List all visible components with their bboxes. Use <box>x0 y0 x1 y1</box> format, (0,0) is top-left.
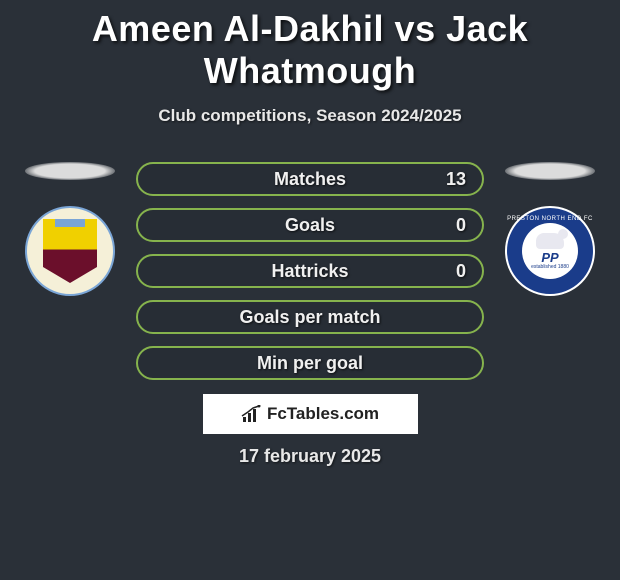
badge-top-text: PRESTON NORTH END FC <box>507 216 593 222</box>
team-right-col: PRESTON NORTH END FC PP established 1880 <box>490 162 610 296</box>
stat-bar-gpm: Goals per match <box>136 300 484 334</box>
team-left-col <box>10 162 130 296</box>
stat-label: Hattricks <box>271 261 348 282</box>
brand-box: FcTables.com <box>203 394 418 434</box>
team-left-badge <box>25 206 115 296</box>
stat-label: Goals <box>285 215 335 236</box>
page-title: Ameen Al-Dakhil vs Jack Whatmough <box>0 8 620 92</box>
lamb-icon <box>536 233 564 249</box>
stat-value-right: 13 <box>446 169 466 190</box>
stat-bar-mpg: Min per goal <box>136 346 484 380</box>
badge-inner-circle: PP established 1880 <box>522 223 578 279</box>
stat-bar-matches: Matches 13 <box>136 162 484 196</box>
stat-label: Min per goal <box>257 353 363 374</box>
stat-value-right: 0 <box>456 215 466 236</box>
badge-pp: PP <box>541 251 558 264</box>
infographic-root: Ameen Al-Dakhil vs Jack Whatmough Club c… <box>0 0 620 467</box>
stat-bar-hattricks: Hattricks 0 <box>136 254 484 288</box>
shield-icon <box>43 219 97 283</box>
chart-icon <box>241 405 263 423</box>
shadow-ellipse-icon <box>505 162 595 180</box>
stat-value-right: 0 <box>456 261 466 282</box>
brand-text: FcTables.com <box>267 404 379 424</box>
date-text: 17 february 2025 <box>0 446 620 467</box>
team-right-badge: PRESTON NORTH END FC PP established 1880 <box>505 206 595 296</box>
stat-bar-goals: Goals 0 <box>136 208 484 242</box>
page-subtitle: Club competitions, Season 2024/2025 <box>0 106 620 126</box>
stat-label: Matches <box>274 169 346 190</box>
shadow-ellipse-icon <box>25 162 115 180</box>
comparison-row: Matches 13 Goals 0 Hattricks 0 Goals per… <box>0 162 620 380</box>
badge-est: established 1880 <box>531 264 569 270</box>
stats-column: Matches 13 Goals 0 Hattricks 0 Goals per… <box>130 162 490 380</box>
stat-label: Goals per match <box>239 307 380 328</box>
